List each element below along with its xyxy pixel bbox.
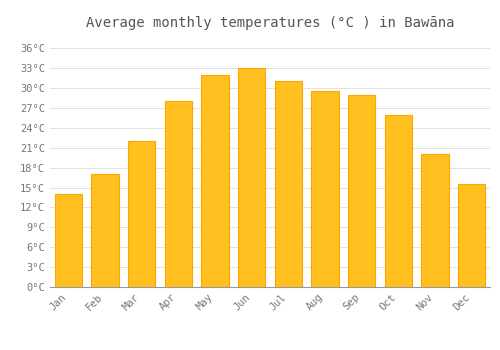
Bar (311, 91, 339, 287)
Title: Average monthly temperatures (°C ) in Bawāna: Average monthly temperatures (°C ) in Ba… (86, 16, 454, 30)
Bar (54, 194, 82, 287)
Bar (128, 141, 156, 287)
Bar (238, 68, 266, 287)
Bar (458, 184, 485, 287)
Bar (91, 174, 119, 287)
Bar (421, 154, 448, 287)
Bar (348, 95, 376, 287)
Bar (274, 82, 302, 287)
Bar (201, 75, 229, 287)
Bar (384, 114, 412, 287)
Bar (164, 101, 192, 287)
